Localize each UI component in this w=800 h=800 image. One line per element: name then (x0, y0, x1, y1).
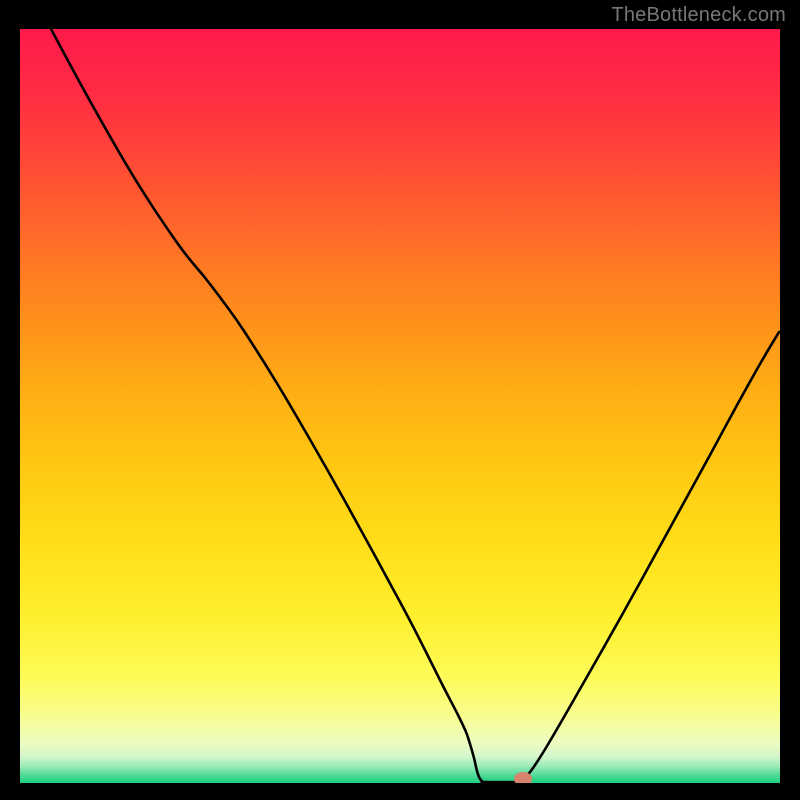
frame-right (780, 0, 800, 800)
frame-left (0, 0, 20, 800)
optimum-marker (514, 772, 532, 783)
watermark-text: TheBottleneck.com (611, 4, 786, 27)
frame-bottom (0, 783, 800, 800)
curve-line (20, 29, 780, 783)
plot-area (20, 29, 780, 783)
